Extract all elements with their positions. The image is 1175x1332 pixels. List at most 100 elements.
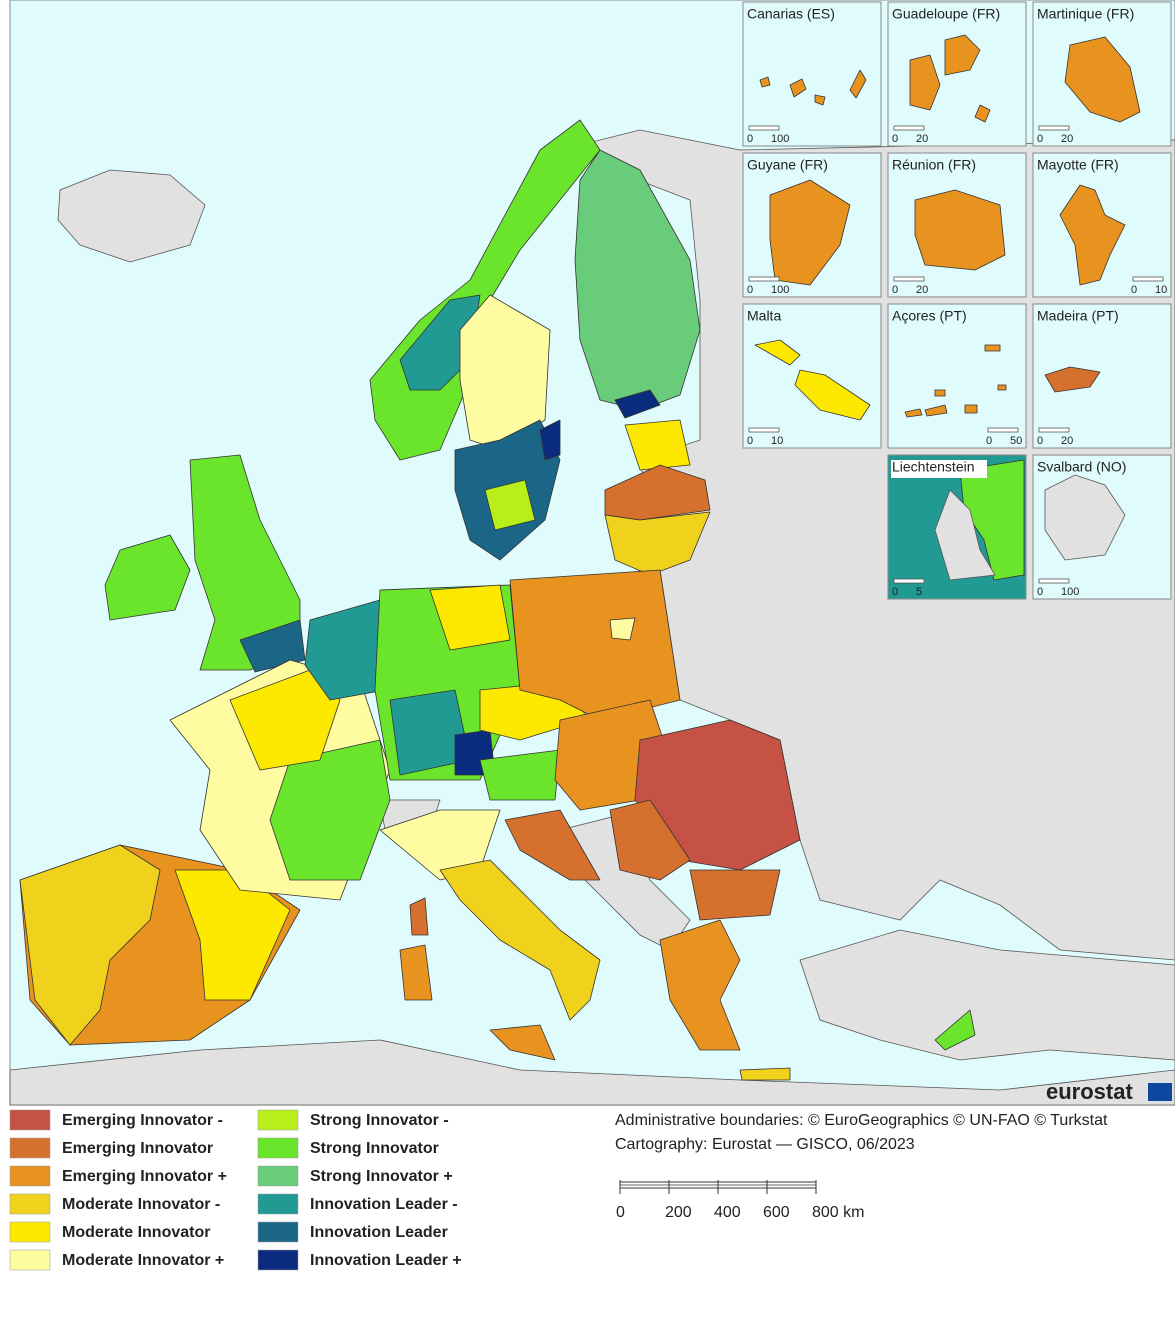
inset-title: Guyane (FR) — [747, 157, 828, 173]
inset-scale-label: 0 — [747, 284, 753, 296]
inset-scale-label: 100 — [1061, 586, 1079, 598]
region — [934, 1009, 976, 1051]
inset-scale-bar — [893, 578, 925, 584]
region — [229, 669, 341, 771]
inset-title: Canarias (ES) — [747, 6, 835, 22]
region — [379, 809, 501, 881]
inset-scale-label: 0 — [892, 284, 898, 296]
scale-tick-label: 400 — [714, 1204, 741, 1221]
inset-scale-bar — [987, 427, 1019, 433]
region — [489, 1024, 556, 1061]
inset-scale-label: 10 — [1155, 284, 1167, 296]
region — [239, 619, 306, 673]
legend-label: Innovation Leader + — [310, 1252, 462, 1269]
region — [574, 149, 701, 411]
legend-label: Strong Innovator — [310, 1140, 439, 1157]
region — [104, 534, 191, 621]
eu-flag — [1148, 1083, 1172, 1101]
inset-scale-bar — [893, 125, 925, 131]
inset-scale-label: 0 — [1037, 133, 1043, 145]
region — [484, 479, 536, 531]
legend: Emerging Innovator - Emerging Innovator Em… — [9, 1109, 462, 1271]
scale-tick-label: 200 — [665, 1204, 692, 1221]
region — [409, 897, 429, 936]
legend-swatch — [9, 1221, 51, 1243]
land — [799, 929, 1175, 1061]
legend-swatch — [257, 1193, 299, 1215]
legend-swatch — [257, 1249, 299, 1271]
inset-title: Liechtenstein — [892, 459, 975, 475]
region — [429, 584, 511, 651]
region — [624, 419, 691, 471]
legend-swatch — [9, 1249, 51, 1271]
inset-scale-label: 100 — [771, 284, 789, 296]
region — [504, 809, 601, 881]
region — [609, 617, 636, 641]
inset-scale-bar — [1132, 276, 1164, 282]
inset-scale-label: 20 — [916, 284, 928, 296]
inset-scale-label: 0 — [892, 586, 898, 598]
region — [439, 859, 601, 1021]
inset-shapes — [754, 34, 1141, 581]
inset-scale-label: 0 — [986, 435, 992, 447]
region — [539, 419, 561, 461]
land — [1044, 474, 1126, 561]
inset-scale-bar — [748, 427, 780, 433]
legend-label: Emerging Innovator + — [62, 1168, 227, 1185]
inset-scale-label: 20 — [1061, 133, 1073, 145]
region — [399, 944, 433, 1001]
region — [304, 599, 386, 701]
region — [904, 344, 1007, 418]
inset-title: Réunion (FR) — [892, 157, 976, 173]
scale-tick-label: 0 — [616, 1204, 625, 1221]
inset-scale-bar — [748, 276, 780, 282]
legend-swatch — [257, 1109, 299, 1131]
region — [769, 179, 851, 286]
region — [909, 34, 991, 123]
inset-title: Madeira (PT) — [1037, 308, 1119, 324]
inset-title: Svalbard (NO) — [1037, 459, 1126, 475]
land — [57, 169, 206, 263]
legend-label: Innovation Leader — [310, 1224, 448, 1241]
inset-title: Guadeloupe (FR) — [892, 6, 1000, 22]
scale-bar: 0 200 400 600 800 km — [616, 1180, 864, 1221]
inset-scale-bar — [1038, 427, 1070, 433]
legend-label: Strong Innovator - — [310, 1112, 449, 1129]
region — [739, 1067, 791, 1081]
region — [1044, 366, 1101, 393]
inset-scale-bar — [1038, 125, 1070, 131]
legend-label: Moderate Innovator — [62, 1224, 210, 1241]
land — [934, 489, 996, 581]
inset-scale-label: 0 — [747, 133, 753, 145]
region — [1059, 184, 1126, 286]
scale-tick-label: 600 — [763, 1204, 790, 1221]
region — [754, 339, 871, 421]
region — [1064, 36, 1141, 123]
inset-scale-label: 10 — [771, 435, 783, 447]
inset-frame — [887, 1, 1027, 147]
inset-scale-label: 5 — [916, 586, 922, 598]
inset-scale-bar — [893, 276, 925, 282]
legend-swatch — [257, 1221, 299, 1243]
region — [604, 511, 711, 576]
logo: eurostat — [1046, 1079, 1172, 1104]
legend-label: Moderate Innovator - — [62, 1196, 220, 1213]
inset-title-bg — [891, 460, 987, 478]
inset-scale-label: 0 — [747, 435, 753, 447]
legend-label: Strong Innovator + — [310, 1168, 453, 1185]
inset-scale-label: 0 — [1037, 586, 1043, 598]
legend-swatch — [9, 1193, 51, 1215]
legend-label: Moderate Innovator + — [62, 1252, 224, 1269]
inset-scale-label: 0 — [892, 133, 898, 145]
inset-scale-bar — [748, 125, 780, 131]
credit-line: Cartography: Eurostat — GISCO, 06/2023 — [615, 1136, 915, 1153]
inset-scale-label: 0 — [1037, 435, 1043, 447]
credit-line: Administrative boundaries: © EuroGeograp… — [615, 1112, 1108, 1129]
legend-label: Innovation Leader - — [310, 1196, 458, 1213]
region — [659, 919, 741, 1051]
region — [609, 799, 691, 881]
scale-tick-label: 800 km — [812, 1204, 864, 1221]
region — [479, 749, 561, 801]
legend-label: Emerging Innovator — [62, 1140, 213, 1157]
